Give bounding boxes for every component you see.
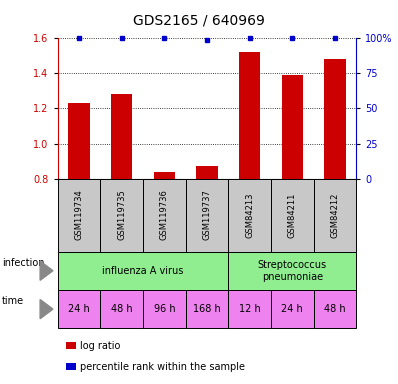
Bar bbox=[196, 166, 218, 179]
Bar bbox=[68, 103, 90, 179]
Text: log ratio: log ratio bbox=[80, 341, 120, 351]
Text: infection: infection bbox=[2, 258, 45, 268]
Text: influenza A virus: influenza A virus bbox=[102, 266, 184, 276]
Bar bbox=[324, 60, 345, 179]
Text: GSM119736: GSM119736 bbox=[160, 190, 169, 240]
Text: GSM119737: GSM119737 bbox=[203, 190, 211, 240]
Bar bbox=[154, 172, 175, 179]
Text: 48 h: 48 h bbox=[324, 304, 346, 314]
Text: 24 h: 24 h bbox=[68, 304, 90, 314]
Text: time: time bbox=[2, 296, 24, 306]
Text: 96 h: 96 h bbox=[154, 304, 175, 314]
Text: GSM119734: GSM119734 bbox=[74, 190, 84, 240]
Text: percentile rank within the sample: percentile rank within the sample bbox=[80, 362, 245, 372]
Bar bbox=[239, 53, 260, 179]
Text: 12 h: 12 h bbox=[239, 304, 260, 314]
Bar bbox=[281, 75, 303, 179]
Text: 168 h: 168 h bbox=[193, 304, 221, 314]
Text: GDS2165 / 640969: GDS2165 / 640969 bbox=[133, 13, 265, 27]
Polygon shape bbox=[40, 300, 53, 319]
Text: GSM84213: GSM84213 bbox=[245, 192, 254, 238]
Text: Streptococcus
pneumoniae: Streptococcus pneumoniae bbox=[258, 260, 327, 281]
Text: GSM84211: GSM84211 bbox=[288, 192, 297, 238]
Text: 48 h: 48 h bbox=[111, 304, 133, 314]
Text: 24 h: 24 h bbox=[281, 304, 303, 314]
Polygon shape bbox=[40, 261, 53, 280]
Text: GSM119735: GSM119735 bbox=[117, 190, 126, 240]
Text: GSM84212: GSM84212 bbox=[330, 192, 339, 238]
Bar bbox=[111, 94, 132, 179]
